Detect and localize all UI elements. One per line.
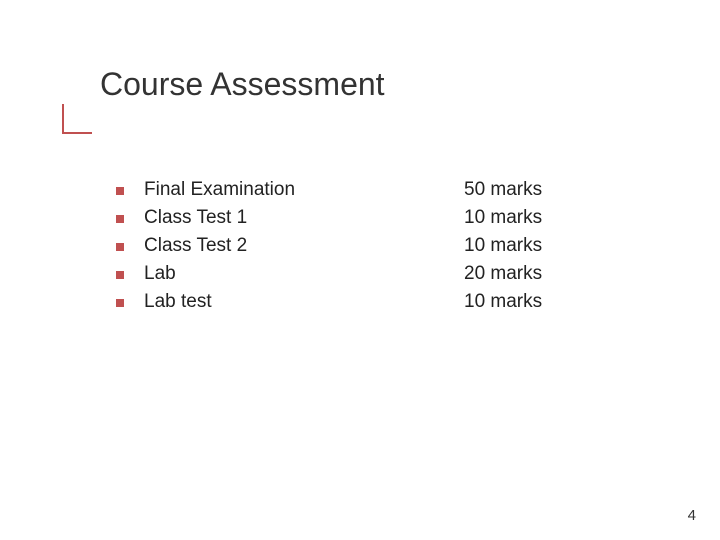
slide: Course Assessment Final Examination 50 m… xyxy=(0,0,720,540)
bullet-icon xyxy=(116,299,124,307)
page-number: 4 xyxy=(688,507,696,524)
item-label: Lab test xyxy=(144,291,464,313)
bullet-icon xyxy=(116,243,124,251)
item-label: Lab xyxy=(144,263,464,285)
item-marks: 10 marks xyxy=(464,235,542,257)
bullet-icon xyxy=(116,215,124,223)
item-marks: 10 marks xyxy=(464,207,542,229)
item-marks: 50 marks xyxy=(464,179,542,201)
item-label: Class Test 1 xyxy=(144,207,464,229)
slide-title: Course Assessment xyxy=(100,66,385,103)
list-item: Lab 20 marks xyxy=(116,262,616,290)
assessment-list: Final Examination 50 marks Class Test 1 … xyxy=(116,178,616,318)
list-item: Class Test 1 10 marks xyxy=(116,206,616,234)
item-marks: 20 marks xyxy=(464,263,542,285)
item-label: Class Test 2 xyxy=(144,235,464,257)
list-item: Final Examination 50 marks xyxy=(116,178,616,206)
item-marks: 10 marks xyxy=(464,291,542,313)
list-item: Lab test 10 marks xyxy=(116,290,616,318)
title-accent-box xyxy=(62,104,92,134)
list-item: Class Test 2 10 marks xyxy=(116,234,616,262)
bullet-icon xyxy=(116,271,124,279)
item-label: Final Examination xyxy=(144,179,464,201)
bullet-icon xyxy=(116,187,124,195)
